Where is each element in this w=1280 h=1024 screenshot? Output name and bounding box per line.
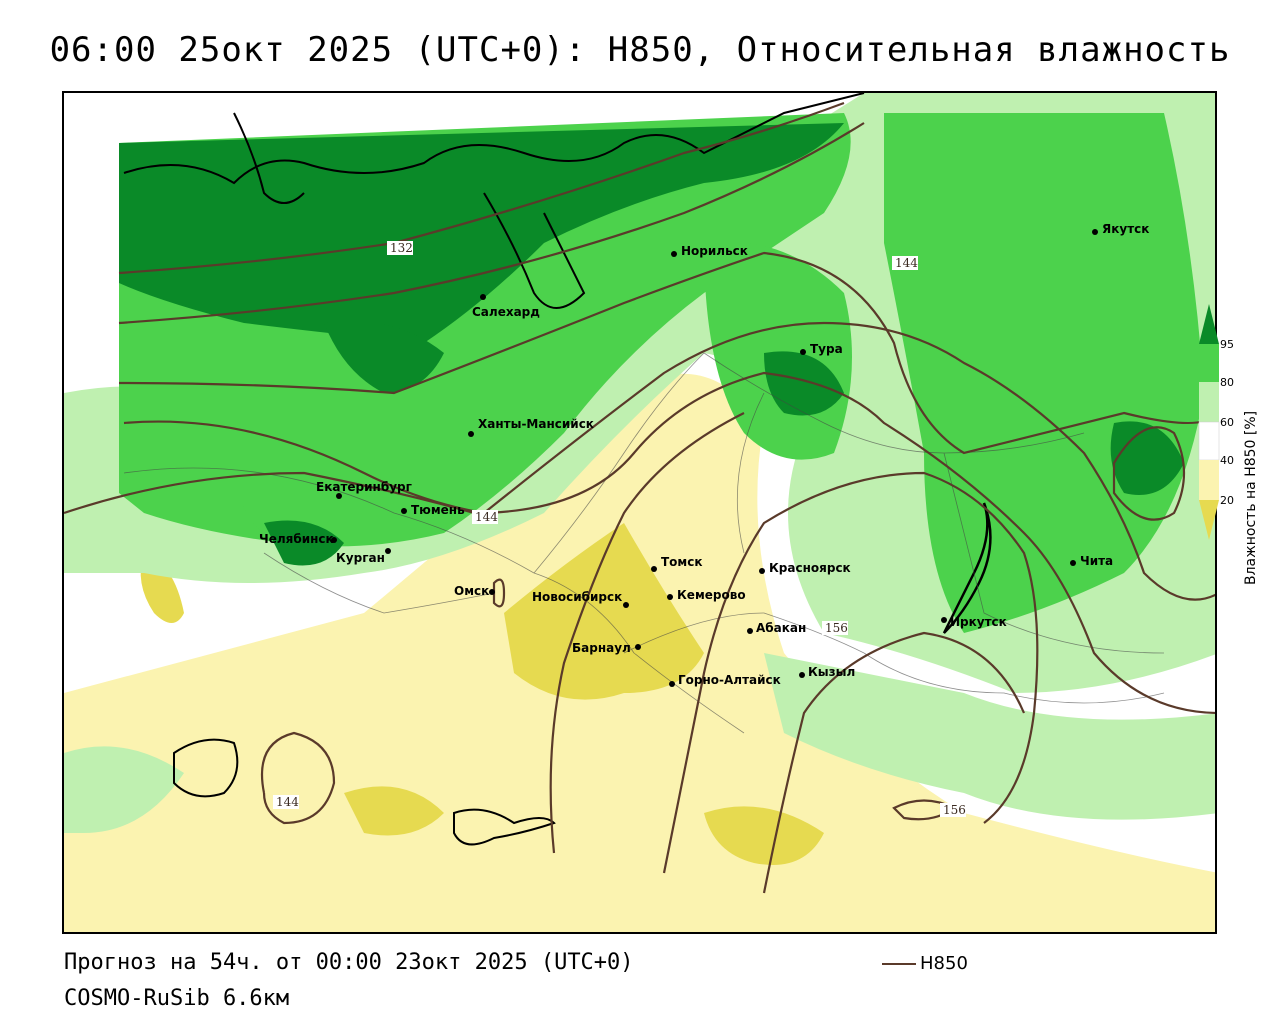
city-label: Норильск (681, 244, 748, 258)
humidity-area-green (234, 470, 344, 543)
humidity-area-dark-green (264, 520, 344, 566)
legend-tick: 60 (1220, 416, 1234, 429)
legend-tick: 80 (1220, 376, 1234, 389)
humidity-area-green (884, 113, 1204, 633)
city-dot (623, 602, 629, 608)
city-label: Абакан (756, 621, 806, 635)
city-dot (799, 672, 805, 678)
city-dot (385, 548, 391, 554)
legend-tick: 20 (1220, 494, 1234, 507)
line-legend-label: H850 (920, 953, 968, 974)
coastline (123, 93, 865, 185)
region-borders (123, 352, 1165, 734)
legend-swatch-40 (1198, 421, 1220, 461)
line-swatch (882, 963, 916, 965)
contour-labels: 132 144 144 156 144 156 (273, 241, 966, 817)
legend-swatch-20 (1199, 460, 1219, 500)
city-dot (489, 589, 495, 595)
city-dot (800, 349, 806, 355)
city-label: Красноярск (769, 561, 851, 575)
city-dot (401, 508, 407, 514)
city-label: Новосибирск (532, 590, 622, 604)
city-label: Салехард (472, 305, 540, 319)
legend-swatch-60 (1199, 382, 1219, 422)
city-dot (1092, 229, 1098, 235)
city-dot (480, 294, 486, 300)
humidity-area-dark-green (764, 351, 844, 416)
legend-tick: 40 (1220, 454, 1234, 467)
city-label: Томск (661, 555, 703, 569)
city-dot (747, 628, 753, 634)
lake (173, 738, 239, 798)
city-label: Якутск (1102, 222, 1149, 236)
legend-swatch-low (1199, 500, 1219, 540)
city-dot (331, 537, 337, 543)
contour-label: 144 (895, 256, 918, 270)
h850-contours (64, 101, 1215, 894)
humidity-area-yellow (504, 523, 704, 700)
weather-map[interactable]: 132 144 144 156 144 156 Якутск Норильск … (62, 91, 1217, 934)
city-dot (669, 681, 675, 687)
contour-label: 144 (475, 510, 498, 524)
page-title: 06:00 25окт 2025 (UTC+0): H850, Относите… (49, 30, 1231, 70)
city-dot (941, 617, 947, 623)
h850-line-legend: H850 (882, 953, 968, 974)
legend-title: Влажность на H850 [%] (1243, 410, 1259, 585)
cities: Якутск Норильск Салехард Тура Ханты-Манс… (259, 222, 1149, 687)
city-label: Ханты-Мансийск (478, 417, 594, 431)
city-dot (468, 431, 474, 437)
city-label: Тюмень (411, 503, 465, 517)
city-label: Кызыл (808, 665, 855, 679)
city-label: Иркутск (950, 615, 1007, 629)
legend-swatch-80 (1199, 344, 1219, 382)
city-dot (667, 594, 673, 600)
coastline (233, 112, 305, 204)
city-dot (671, 251, 677, 257)
contour-label: 144 (276, 795, 299, 809)
humidity-area-light-green (764, 653, 1215, 820)
city-label: Барнаул (572, 641, 631, 655)
city-label: Горно-Алтайск (678, 673, 781, 687)
city-dot (759, 568, 765, 574)
lake-baikal (942, 502, 992, 634)
city-dot (336, 493, 342, 499)
legend-tick: 95 (1220, 338, 1234, 351)
city-dot (635, 644, 641, 650)
humidity-area-dark-green (324, 321, 444, 393)
humidity-area-dark-green (119, 123, 844, 343)
humidity-area-yellow (704, 806, 824, 865)
city-label: Екатеринбург (316, 480, 412, 494)
contour-label: 156 (943, 803, 966, 817)
humidity-area-yellow (344, 786, 444, 836)
legend-colorbar (1198, 304, 1220, 540)
humidity-area-light-green (64, 746, 184, 833)
city-dot (1070, 560, 1076, 566)
city-label: Омск (454, 584, 489, 598)
city-label: Курган (336, 551, 385, 565)
humidity-area-dark-green (1110, 421, 1184, 495)
contour-label: 132 (390, 241, 413, 255)
city-label: Чита (1080, 554, 1113, 568)
forecast-info: Прогноз на 54ч. от 00:00 23окт 2025 (UTC… (64, 950, 634, 975)
model-info: COSMO-RuSib 6.6км (64, 986, 290, 1011)
city-label: Кемерово (677, 588, 746, 602)
city-label: Тура (810, 342, 843, 356)
humidity-legend: 95 80 60 40 20 (1198, 304, 1268, 594)
map-canvas: 132 144 144 156 144 156 Якутск Норильск … (64, 93, 1215, 932)
lake (453, 808, 556, 846)
contour-label: 156 (825, 621, 848, 635)
coastline (483, 192, 586, 309)
city-label: Челябинск (259, 532, 334, 546)
city-dot (651, 566, 657, 572)
